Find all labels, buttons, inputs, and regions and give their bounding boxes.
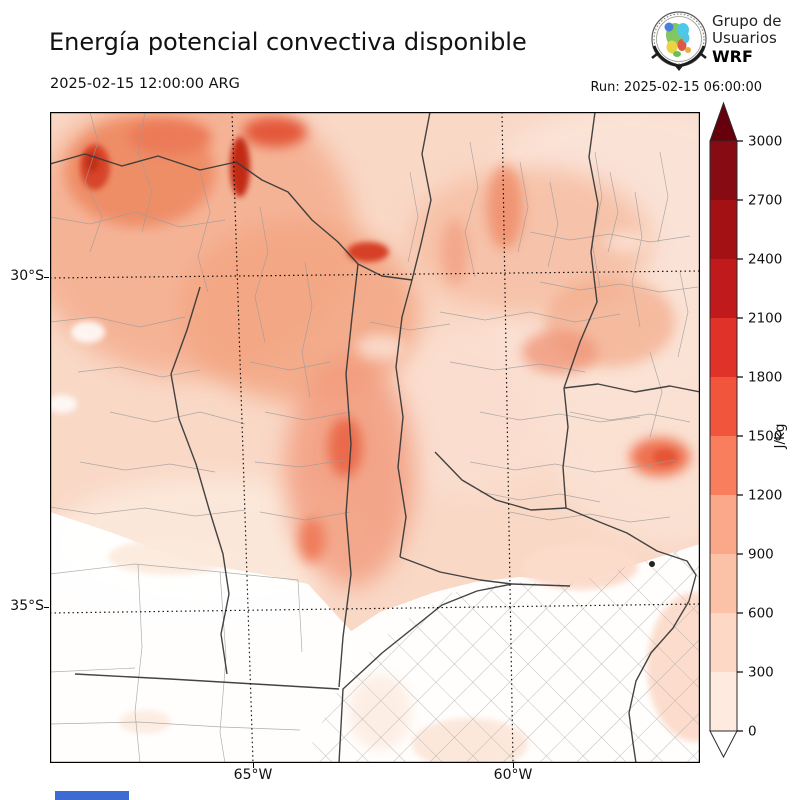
svg-text:300: 300 <box>748 665 774 681</box>
logo-line3: WRF <box>712 47 753 66</box>
province-boundaries <box>50 112 700 763</box>
run-time-label: Run: 2025-02-15 06:00:00 <box>590 80 762 95</box>
svg-text:1800: 1800 <box>748 370 782 386</box>
svg-text:900: 900 <box>748 547 774 563</box>
lat-label-30s: 30°S <box>10 268 44 284</box>
page-title: Energía potencial convectiva disponible <box>49 28 527 56</box>
wrf-users-group-logo: Grupo de Usuarios WRF <box>651 11 782 71</box>
svg-text:2100: 2100 <box>748 311 782 327</box>
lon-label-65w: 65°W <box>233 767 273 783</box>
svg-text:3000: 3000 <box>748 134 782 150</box>
svg-text:1500: 1500 <box>748 429 782 445</box>
cape-shading-layer <box>50 112 700 763</box>
footer-blue-bar <box>55 791 129 800</box>
colorbar-unit-label: J/kg <box>772 424 788 450</box>
logo-line2: Usuarios <box>712 29 777 47</box>
lat-label-35s: 35°S <box>10 598 44 614</box>
lat-tick-35s <box>44 607 49 608</box>
lon-label-60w: 60°W <box>493 767 533 783</box>
svg-text:2400: 2400 <box>748 252 782 268</box>
svg-text:600: 600 <box>748 606 774 622</box>
map-frame <box>50 112 700 763</box>
county-boundaries <box>50 112 699 763</box>
svg-text:2700: 2700 <box>748 193 782 209</box>
colorbar-under-arrow <box>709 730 738 759</box>
buenos-aires-county-mesh <box>302 544 700 763</box>
lat-tick-30s <box>44 277 49 278</box>
svg-text:1200: 1200 <box>748 488 782 504</box>
lon-tick-60w <box>513 763 514 768</box>
valid-time-label: 2025-02-15 12:00:00 ARG <box>50 76 240 92</box>
lon-tick-65w <box>253 763 254 768</box>
colorbar-segments <box>710 141 737 731</box>
cape-map-canvas <box>50 112 700 763</box>
colorbar-over-arrow <box>709 101 738 142</box>
city-marker <box>649 561 655 567</box>
logo-line1: Grupo de <box>712 12 782 30</box>
globe-icon <box>651 11 707 71</box>
svg-text:0: 0 <box>748 724 757 740</box>
graticule <box>50 112 700 763</box>
